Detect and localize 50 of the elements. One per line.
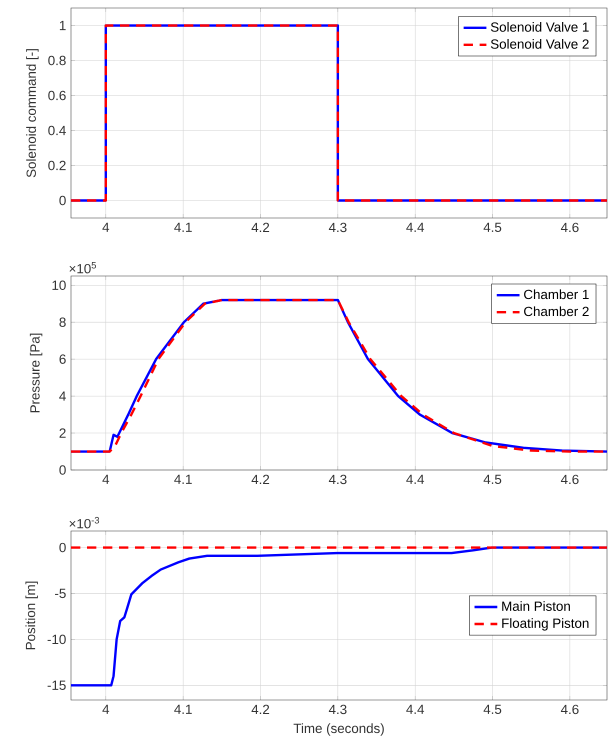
x-tick-label: 4.6 — [560, 474, 579, 484]
x-tick-label: 4 — [102, 222, 110, 232]
x-tick-label: 4 — [102, 474, 110, 484]
y-axis-title: Position [m] — [25, 582, 38, 650]
y-tick-label: 8 — [59, 317, 66, 327]
legend-label: Chamber 1 — [524, 289, 589, 300]
x-tick-label: 4.3 — [328, 704, 347, 714]
x-tick-label: 4.5 — [484, 222, 502, 232]
y-tick-label: 0 — [59, 542, 66, 552]
y-tick-label: 0 — [59, 196, 66, 206]
x-tick-label: 4.2 — [252, 474, 270, 484]
text: ×10$^{5}$ — [70, 262, 96, 274]
line-series — [71, 298, 607, 453]
y-axis-title: Solenoid command [-] — [26, 49, 39, 178]
y-tick-label: -15 — [48, 680, 66, 690]
y-tick-label: 1 — [60, 20, 66, 30]
text: ×10$^{-3}$ — [70, 516, 100, 528]
x-tick-label: 4.4 — [406, 474, 424, 484]
x-axis-title: Time (seconds) — [294, 723, 384, 736]
x-tick-label: 4 — [102, 704, 110, 714]
y-tick-label: 0 — [59, 465, 66, 475]
x-tick-label: 4.1 — [174, 222, 192, 232]
x-tick-label: 4.2 — [252, 704, 270, 714]
y-tick-label: 0.8 — [48, 56, 66, 66]
x-tick-label: 4.4 — [406, 222, 424, 232]
x-tick-label: 4.6 — [560, 222, 579, 232]
legend-label: Floating Piston — [502, 618, 588, 631]
x-tick-label: 4.4 — [406, 704, 424, 714]
y-tick-label: 2 — [60, 428, 66, 438]
y-tick-label: -10 — [48, 634, 66, 644]
x-tick-label: 4.5 — [484, 474, 502, 484]
legend-label: Main Piston — [502, 601, 570, 611]
x-tick-label: 4.3 — [328, 474, 347, 484]
x-tick-label: 4.1 — [174, 704, 192, 714]
x-tick-label: 4.3 — [328, 222, 347, 232]
y-tick-label: -5 — [55, 588, 66, 598]
y-tick-label: 0.2 — [48, 160, 66, 170]
legend-label: Solenoid Valve 1 — [490, 22, 589, 32]
x-tick-label: 4.2 — [252, 222, 270, 232]
y-tick-label: 0.6 — [48, 90, 66, 100]
y-tick-label: 6 — [60, 354, 66, 364]
y-tick-label: 0.4 — [48, 126, 66, 136]
x-tick-label: 4.6 — [560, 704, 579, 714]
x-tick-label: 4.5 — [484, 704, 502, 714]
y-tick-label: 4 — [59, 391, 66, 401]
y-axis-title: Pressure [Pa] — [30, 334, 42, 412]
legend-label: Solenoid Valve 2 — [490, 38, 589, 49]
x-tick-label: 4.1 — [174, 474, 192, 484]
legend-label: Chamber 2 — [524, 306, 589, 316]
y-tick-label: 10 — [52, 280, 66, 290]
